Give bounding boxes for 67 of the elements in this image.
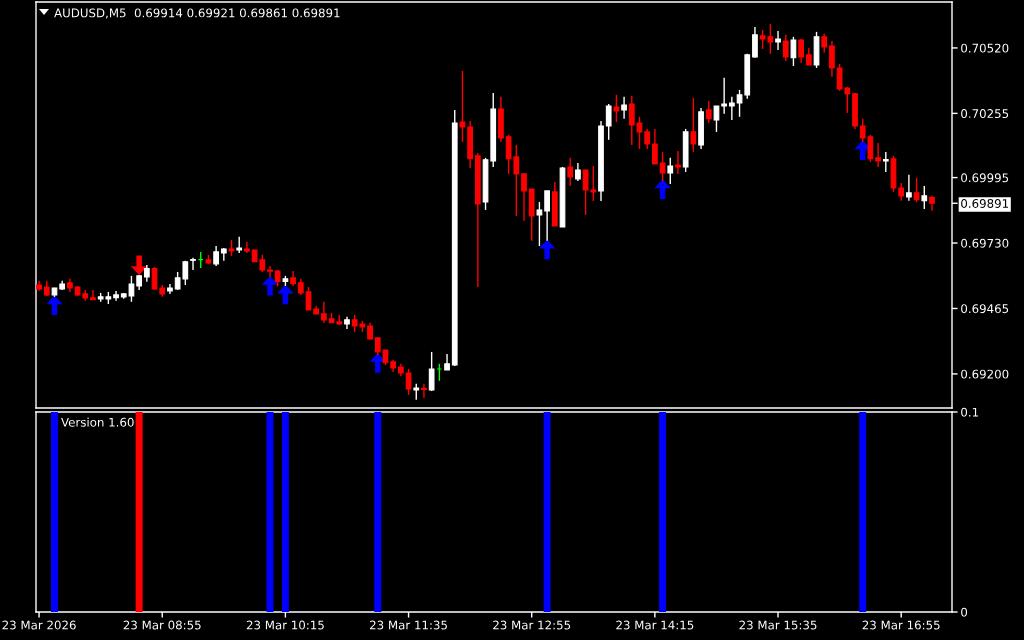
- candlestick: [752, 26, 758, 59]
- candlestick: [190, 257, 196, 271]
- y-tick-label: 0.70255: [961, 109, 1009, 119]
- candlestick: [721, 77, 728, 115]
- candlestick: [690, 97, 697, 153]
- candlestick: [921, 185, 928, 210]
- candlestick: [459, 70, 466, 143]
- candlestick: [875, 142, 881, 168]
- candlestick: [705, 100, 712, 124]
- candlestick: [728, 96, 735, 121]
- y-tick-label: 0.69465: [961, 304, 1009, 314]
- candlestick: [913, 177, 920, 203]
- candlestick: [267, 265, 273, 279]
- candlestick: [659, 151, 666, 182]
- y-tick-label: 0.1: [961, 407, 979, 417]
- candlestick: [305, 286, 312, 311]
- candlestick: [790, 36, 797, 67]
- candlestick: [213, 245, 219, 267]
- x-tick-label: 23 Mar 11:35: [370, 620, 447, 630]
- y-tick-label: 0.69995: [961, 173, 1009, 183]
- x-tick-label: 23 Mar 2026: [2, 620, 76, 630]
- x-tick-label: 23 Mar 14:15: [616, 620, 694, 630]
- candlestick: [644, 128, 651, 150]
- y-tick-label: 0.70520: [961, 43, 1009, 53]
- y-tick-label: 0.69730: [961, 238, 1009, 248]
- candlestick: [798, 38, 804, 64]
- chart-title: AUDUSD,M5 0.69914 0.69921 0.69861 0.69891: [54, 8, 340, 19]
- y-tick-label: 0.69200: [961, 369, 1009, 379]
- candlestick: [575, 162, 581, 182]
- candlestick: [621, 96, 627, 120]
- candlestick: [428, 351, 435, 392]
- candlestick: [829, 40, 835, 78]
- y-tick-label: 0.69891: [961, 198, 1009, 208]
- candlestick: [321, 301, 327, 324]
- x-tick-label: 23 Mar 16:55: [862, 620, 940, 630]
- candlestick: [244, 241, 250, 254]
- candlestick: [713, 105, 720, 133]
- candlestick: [775, 30, 781, 51]
- x-tick-label: 23 Mar 12:55: [493, 620, 571, 630]
- point: [130, 255, 148, 276]
- x-tick-label: 23 Mar 08:55: [123, 620, 201, 630]
- candlestick: [821, 33, 828, 54]
- candlestick: [628, 95, 635, 146]
- candlestick: [536, 201, 543, 247]
- point: [538, 239, 556, 260]
- candlestick: [567, 157, 574, 187]
- point: [46, 295, 63, 316]
- annotation: Version 1.60: [61, 417, 134, 427]
- candlestick: [613, 94, 620, 123]
- candlestick: [544, 190, 550, 242]
- y-tick-label: 0: [961, 607, 968, 617]
- candlestick: [605, 103, 612, 141]
- x-tick-label: 23 Mar 15:35: [739, 620, 817, 630]
- candlestick: [782, 34, 789, 62]
- candlestick: [906, 174, 912, 202]
- candlestick: [667, 157, 674, 185]
- point: [261, 275, 279, 296]
- point: [654, 179, 671, 200]
- x-tick-label: 23 Mar 10:15: [246, 620, 324, 630]
- candlestick: [675, 150, 681, 175]
- candlestick: [421, 383, 427, 399]
- candlestick: [405, 368, 412, 396]
- candlestick: [652, 128, 658, 165]
- candlestick: [521, 173, 527, 222]
- candlestick: [636, 116, 643, 150]
- candlestick: [90, 289, 96, 301]
- candlestick: [882, 151, 889, 173]
